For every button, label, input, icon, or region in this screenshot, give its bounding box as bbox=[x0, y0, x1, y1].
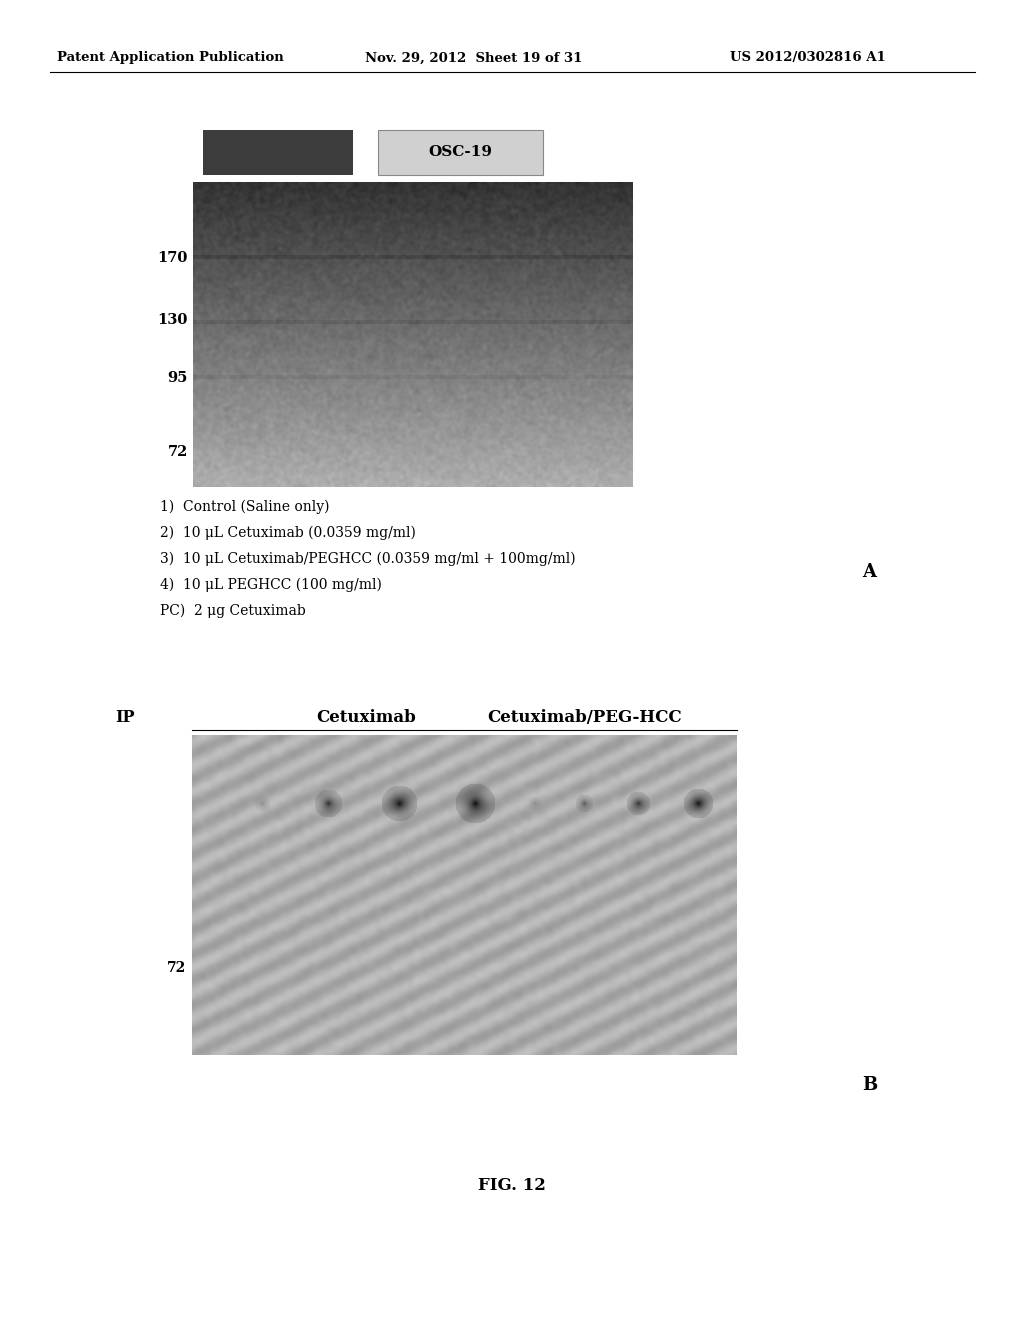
Text: Nov. 29, 2012  Sheet 19 of 31: Nov. 29, 2012 Sheet 19 of 31 bbox=[365, 51, 583, 65]
Text: PC)  2 μg Cetuximab: PC) 2 μg Cetuximab bbox=[160, 603, 306, 618]
Text: 170: 170 bbox=[158, 251, 188, 265]
Text: Patent Application Publication: Patent Application Publication bbox=[57, 51, 284, 65]
Text: 0.3: 0.3 bbox=[525, 759, 545, 771]
Text: 72: 72 bbox=[168, 445, 188, 459]
Text: 0.3: 0.3 bbox=[252, 759, 272, 771]
Text: FIG. 12: FIG. 12 bbox=[478, 1176, 546, 1193]
Bar bbox=[203, 129, 353, 176]
Text: 10: 10 bbox=[690, 759, 706, 771]
Text: 10: 10 bbox=[467, 759, 483, 771]
Text: A: A bbox=[862, 564, 876, 581]
Text: 1: 1 bbox=[580, 759, 588, 771]
Text: US 2012/0302816 A1: US 2012/0302816 A1 bbox=[730, 51, 886, 65]
Text: 2)  10 μL Cetuximab (0.0359 mg/ml): 2) 10 μL Cetuximab (0.0359 mg/ml) bbox=[160, 525, 416, 540]
Text: Cetuximab: Cetuximab bbox=[316, 709, 417, 726]
Text: 72: 72 bbox=[167, 961, 186, 975]
Text: 130: 130 bbox=[158, 313, 188, 327]
Text: 3: 3 bbox=[634, 759, 642, 771]
Text: 4)  10 μL PEGHCC (100 mg/ml): 4) 10 μL PEGHCC (100 mg/ml) bbox=[160, 578, 382, 593]
Text: 95: 95 bbox=[168, 371, 188, 385]
Text: 3)  10 μL Cetuximab/PEGHCC (0.0359 mg/ml + 100mg/ml): 3) 10 μL Cetuximab/PEGHCC (0.0359 mg/ml … bbox=[160, 552, 575, 566]
Text: OSC-19: OSC-19 bbox=[428, 145, 493, 160]
Text: 3: 3 bbox=[395, 759, 403, 771]
Bar bbox=[378, 129, 543, 176]
Text: Cetuximab/PEG-HCC: Cetuximab/PEG-HCC bbox=[487, 709, 682, 726]
Text: B: B bbox=[862, 1076, 878, 1094]
Text: 1: 1 bbox=[324, 759, 332, 771]
Text: IP: IP bbox=[115, 709, 134, 726]
Text: 1)  Control (Saline only): 1) Control (Saline only) bbox=[160, 500, 330, 515]
